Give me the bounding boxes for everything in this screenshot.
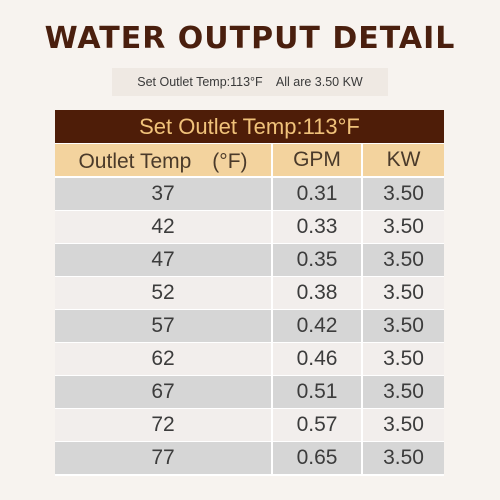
kw-cell: 3.50: [363, 442, 444, 474]
gpm-cell: 0.46: [273, 343, 363, 375]
kw-cell: 3.50: [363, 277, 444, 309]
table-row: 72 0.57 3.50: [55, 409, 444, 442]
gpm-cell: 0.42: [273, 310, 363, 342]
header-kw: KW: [363, 144, 444, 176]
table-banner: Set Outlet Temp:113°F: [55, 110, 444, 143]
table-row: 57 0.42 3.50: [55, 310, 444, 343]
table-header-row: Outlet Temp (°F) GPM KW: [55, 144, 444, 177]
subtitle: Set Outlet Temp:113°F All are 3.50 KW: [137, 75, 363, 89]
table-row: 52 0.38 3.50: [55, 277, 444, 310]
gpm-cell: 0.33: [273, 211, 363, 243]
kw-cell: 3.50: [363, 244, 444, 276]
outlet-temp-cell: 67: [55, 376, 273, 408]
subtitle-band: [112, 68, 388, 96]
outlet-temp-cell: 37: [55, 178, 273, 210]
outlet-temp-cell: 62: [55, 343, 273, 375]
kw-cell: 3.50: [363, 343, 444, 375]
page-title: WATER OUTPUT DETAIL: [44, 21, 456, 56]
outlet-temp-cell: 52: [55, 277, 273, 309]
kw-cell: 3.50: [363, 211, 444, 243]
gpm-cell: 0.57: [273, 409, 363, 441]
kw-cell: 3.50: [363, 178, 444, 210]
header-gpm: GPM: [273, 144, 363, 176]
gpm-cell: 0.35: [273, 244, 363, 276]
outlet-temp-cell: 77: [55, 442, 273, 474]
table-row: 67 0.51 3.50: [55, 376, 444, 409]
water-output-table: Set Outlet Temp:113°F Outlet Temp (°F) G…: [55, 110, 444, 476]
outlet-temp-cell: 47: [55, 244, 273, 276]
table-row: 42 0.33 3.50: [55, 211, 444, 244]
gpm-cell: 0.38: [273, 277, 363, 309]
table-row: 37 0.31 3.50: [55, 178, 444, 211]
gpm-cell: 0.31: [273, 178, 363, 210]
outlet-temp-cell: 57: [55, 310, 273, 342]
outlet-temp-cell: 42: [55, 211, 273, 243]
gpm-cell: 0.51: [273, 376, 363, 408]
kw-cell: 3.50: [363, 376, 444, 408]
table-row: 47 0.35 3.50: [55, 244, 444, 277]
table-row: 62 0.46 3.50: [55, 343, 444, 376]
outlet-temp-cell: 72: [55, 409, 273, 441]
table-row: 77 0.65 3.50: [55, 442, 444, 475]
kw-cell: 3.50: [363, 409, 444, 441]
header-outlet-temp: Outlet Temp (°F): [55, 144, 273, 176]
gpm-cell: 0.65: [273, 442, 363, 474]
kw-cell: 3.50: [363, 310, 444, 342]
